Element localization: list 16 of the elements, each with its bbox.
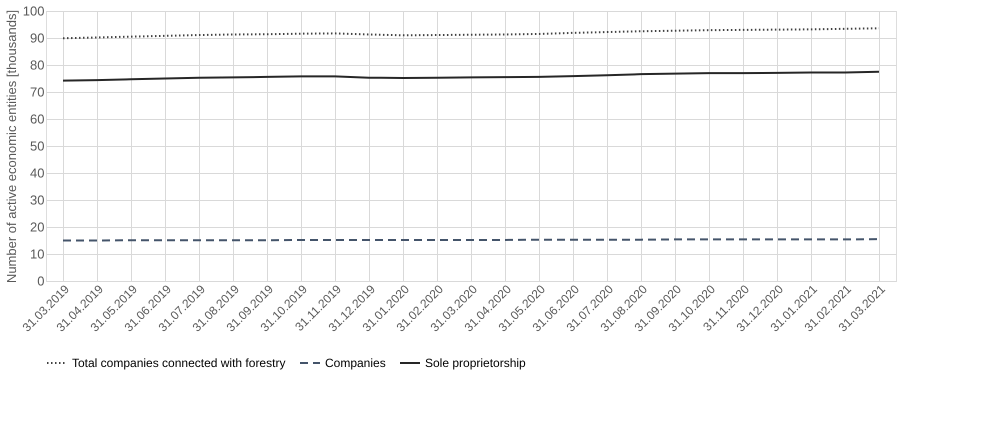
legend-label: Companies <box>325 356 386 370</box>
y-tick-label: 10 <box>30 246 44 262</box>
y-tick-label: 50 <box>30 138 44 154</box>
y-tick-label: 90 <box>30 30 44 46</box>
y-tick-label: 70 <box>30 84 44 100</box>
y-axis-title: Number of active economic entities [thousands] <box>4 10 19 284</box>
legend-label: Total companies connected with forestry <box>72 356 286 370</box>
y-tick-label: 100 <box>22 4 44 18</box>
y-tick-label: 20 <box>30 220 44 234</box>
line-series <box>62 70 880 82</box>
y-tick-label: 40 <box>30 166 44 180</box>
y-tick-label: 30 <box>30 192 44 208</box>
y-tick-label: 60 <box>30 112 44 126</box>
legend-label: Sole proprietorship <box>425 356 526 370</box>
y-tick-label: 0 <box>37 274 44 288</box>
y-tick-label: 80 <box>30 58 44 72</box>
